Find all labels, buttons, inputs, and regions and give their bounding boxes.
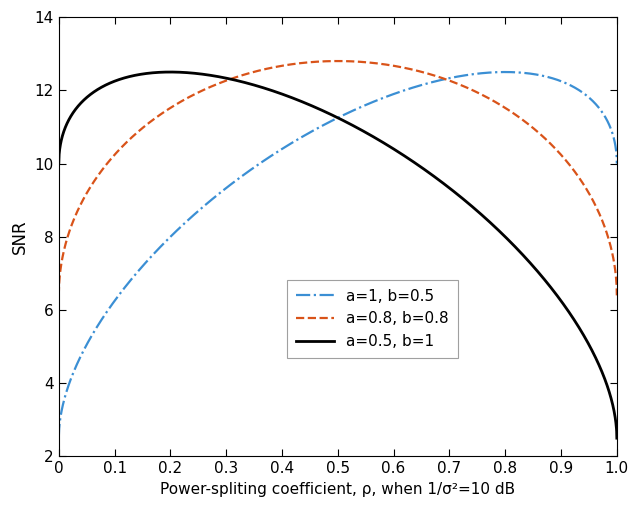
- Y-axis label: SNR: SNR: [11, 219, 29, 254]
- X-axis label: Power-spliting coefficient, ρ, when 1/σ²=10 dB: Power-spliting coefficient, ρ, when 1/σ²…: [160, 482, 515, 497]
- Legend: a=1, b=0.5, a=0.8, b=0.8, a=0.5, b=1: a=1, b=0.5, a=0.8, b=0.8, a=0.5, b=1: [287, 279, 458, 358]
